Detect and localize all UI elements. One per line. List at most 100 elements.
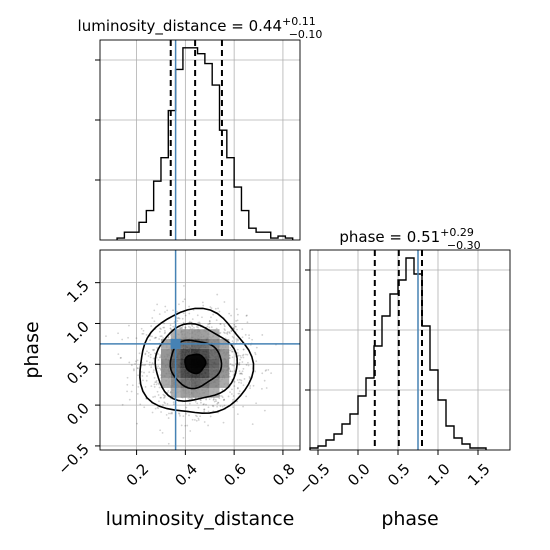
joint-point xyxy=(218,310,221,313)
joint-point xyxy=(249,387,251,390)
joint-point xyxy=(182,321,185,324)
joint-point xyxy=(203,408,206,411)
joint-point xyxy=(232,406,235,409)
joint-point xyxy=(226,333,229,335)
joint-point xyxy=(197,417,200,420)
joint-point xyxy=(196,402,199,405)
joint-ytick-label-1: 0.0 xyxy=(63,399,93,429)
joint-point xyxy=(189,326,192,329)
joint-point xyxy=(233,385,236,387)
joint-point xyxy=(145,379,148,382)
joint-point xyxy=(223,398,226,401)
joint-point xyxy=(132,368,135,371)
joint-point xyxy=(190,397,193,400)
joint-point xyxy=(153,337,156,339)
joint-point xyxy=(241,328,244,331)
joint-density-cell xyxy=(160,378,171,388)
joint-point xyxy=(152,357,155,360)
joint-point xyxy=(134,360,137,363)
joint-point xyxy=(162,337,165,339)
joint-point xyxy=(212,398,215,400)
joint-point xyxy=(220,395,223,397)
joint-point xyxy=(210,316,212,319)
joint-point xyxy=(217,401,219,404)
joint-point xyxy=(158,338,161,340)
joint-density-cell xyxy=(180,329,191,339)
joint-point xyxy=(157,353,159,355)
joint-point xyxy=(236,400,239,403)
joint-point xyxy=(208,322,211,325)
joint-point xyxy=(251,423,254,425)
joint-density-cell xyxy=(209,387,220,398)
joint-point xyxy=(166,391,169,394)
joint-point xyxy=(240,382,243,384)
joint-point xyxy=(267,369,270,371)
joint-point xyxy=(239,372,242,375)
joint-point xyxy=(151,411,154,414)
joint-point xyxy=(203,410,206,413)
joint-point xyxy=(176,310,179,313)
phase-title-sup: +0.29 xyxy=(440,226,474,239)
joint-contour-2 xyxy=(154,322,239,403)
joint-point xyxy=(238,381,240,384)
joint-point xyxy=(154,352,156,355)
joint-point xyxy=(156,346,159,349)
joint-point xyxy=(185,406,188,409)
joint-point xyxy=(221,388,224,391)
joint-point xyxy=(164,311,166,313)
joint-point xyxy=(213,400,216,403)
joint-point xyxy=(163,329,166,332)
joint-point xyxy=(238,372,241,375)
joint-point xyxy=(162,404,164,406)
joint-point xyxy=(135,337,138,340)
joint-point xyxy=(238,361,241,364)
joint-xtick-label-1: 0.4 xyxy=(172,460,202,490)
joint-point xyxy=(157,359,160,361)
joint-point xyxy=(228,331,231,334)
joint-point xyxy=(143,364,146,367)
joint-point xyxy=(158,330,161,333)
joint-density-cell xyxy=(180,387,191,398)
joint-point xyxy=(236,319,239,322)
joint-point xyxy=(188,305,190,308)
joint-point xyxy=(142,379,144,382)
joint-point xyxy=(241,370,244,373)
joint-point xyxy=(150,325,153,327)
joint-point xyxy=(163,322,165,325)
joint-point xyxy=(231,335,234,338)
joint-point xyxy=(117,353,120,356)
joint-point xyxy=(241,361,244,363)
joint-point xyxy=(261,372,264,375)
joint-point xyxy=(231,350,233,353)
phase-xtick-label-0: −0.5 xyxy=(295,460,333,498)
joint-point xyxy=(200,401,202,404)
joint-point xyxy=(236,328,238,331)
joint-point xyxy=(197,321,200,324)
joint-point xyxy=(251,338,254,341)
joint-point xyxy=(181,327,184,329)
joint-point xyxy=(149,353,152,356)
joint-point xyxy=(223,323,226,326)
joint-xtick-label-3: 0.8 xyxy=(269,460,299,490)
joint-point xyxy=(156,406,159,409)
joint-point xyxy=(142,329,145,332)
joint-point xyxy=(160,396,162,399)
joint-point xyxy=(230,393,233,395)
joint-point xyxy=(146,350,148,353)
joint-point xyxy=(152,369,155,372)
joint-point xyxy=(151,348,154,351)
joint-point xyxy=(151,317,154,319)
joint-point xyxy=(219,405,222,408)
joint-point xyxy=(154,407,157,410)
joint-point xyxy=(160,328,162,330)
joint-point xyxy=(243,378,246,380)
joint-density-cell xyxy=(190,378,200,388)
joint-point xyxy=(248,334,250,337)
joint-point xyxy=(232,336,235,339)
joint-density-cell xyxy=(200,368,210,379)
joint-point xyxy=(229,370,232,372)
joint-point xyxy=(155,383,158,386)
joint-point xyxy=(191,325,194,328)
joint-point xyxy=(231,350,234,353)
joint-density-cell xyxy=(219,378,230,388)
